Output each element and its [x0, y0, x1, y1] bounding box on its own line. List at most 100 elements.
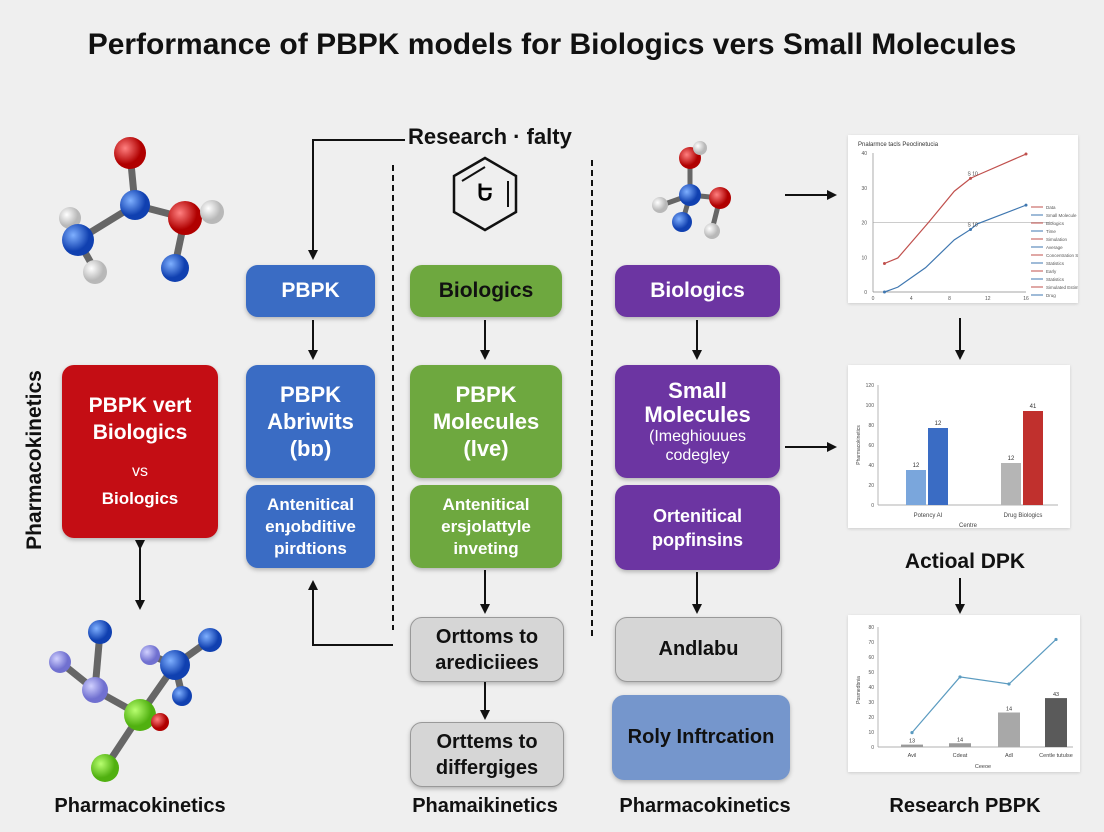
information-box[interactable]: Roly Inftrcation — [612, 695, 790, 780]
x-axis-label: Centre — [959, 523, 978, 528]
right-label: Actioal DPK — [904, 550, 1026, 573]
biologics-main-box[interactable]: PBPK Molecules (lve) — [410, 365, 562, 478]
page-title: Performance of PBPK models for Biologics… — [87, 28, 1017, 61]
bottom-label: Research PBPK — [889, 795, 1041, 817]
vertical-label: Pharmacokinetics — [23, 370, 46, 550]
biologics-header-box[interactable]: Biologics — [410, 265, 562, 317]
bar-value-label: 41 — [1030, 404, 1037, 410]
x-tick-label: 16 — [1023, 296, 1029, 302]
bar-chart: 0 20 40 60 80 100 120 12 12 Potency AI 12 41 Drug Bi… — [856, 383, 1058, 529]
analysis-box[interactable]: Andlabu — [615, 617, 782, 682]
y-tick-label: 30 — [868, 700, 874, 706]
y-tick-label: 20 — [868, 483, 874, 489]
bar — [1001, 463, 1021, 505]
y-tick-label: 40 — [868, 685, 874, 691]
biologics-sub-box[interactable]: Antenitical ersjolattyle inveting — [410, 485, 562, 568]
pbpk-header-box[interactable]: PBPK — [246, 265, 375, 317]
box-line: Abrіwits — [267, 409, 354, 434]
molecule-icon — [59, 137, 224, 284]
arrow — [308, 139, 405, 260]
series-line — [884, 153, 1027, 265]
pbpk-main-box[interactable]: PBPK Abrіwits (bɒ) — [246, 365, 375, 478]
x-tick-label: 8 — [948, 296, 951, 302]
bar-value-label: 12 — [913, 463, 920, 469]
small-molecules-box[interactable]: Small Molecules (Imeghiouues codegley — [615, 365, 780, 478]
molecule-icon — [652, 141, 731, 239]
bar — [928, 428, 948, 505]
biologics-header-box[interactable]: Biologics — [615, 265, 780, 317]
data-point — [1024, 152, 1028, 156]
molecule-icon — [49, 620, 222, 782]
data-point — [1024, 203, 1028, 207]
data-point — [1007, 682, 1011, 686]
box-label: Biologics — [438, 279, 534, 302]
y-tick-label: 10 — [868, 730, 874, 736]
outcomes-box[interactable]: Orttoms to arediciiees — [410, 617, 564, 682]
y-tick-label: 20 — [868, 715, 874, 721]
box-line: Orttems to — [436, 730, 538, 753]
y-tick-label: 70 — [868, 640, 874, 646]
bar — [1023, 411, 1043, 505]
legend-entry: Simulated Estimating — [1046, 285, 1078, 290]
bar — [998, 712, 1020, 747]
bottom-label: Pharmacokinetics — [619, 795, 791, 817]
y-axis-label: Posmedbnia — [856, 676, 862, 704]
legend-entry: Concentration Simulation — [1046, 253, 1078, 258]
box-label: Roly Inftrcation — [627, 726, 775, 748]
bottom-label: Phamaikinetics — [412, 795, 558, 817]
y-tick-label: 30 — [861, 186, 867, 192]
bar-value-label: 12 — [1008, 456, 1015, 462]
bar — [1045, 698, 1067, 747]
y-tick-label: 60 — [868, 655, 874, 661]
bar-value-label: 14 — [957, 737, 963, 743]
bar — [901, 744, 923, 747]
small-molecules-sub-box[interactable]: Ortenitical popfinsins — [615, 485, 780, 570]
x-tick-label: 4 — [910, 296, 913, 302]
box-line: differgiges — [435, 756, 539, 779]
box-line: Small — [668, 377, 727, 403]
data-point — [958, 675, 962, 679]
legend-entry: Time — [1046, 229, 1056, 234]
x-tick-label: Cdeat — [953, 753, 968, 759]
series-line — [884, 204, 1027, 293]
box-line: popfinsins — [652, 529, 743, 550]
box-line: vs — [132, 462, 148, 480]
y-tick-label: 50 — [868, 670, 874, 676]
combo-chart: 0 10 20 30 40 50 60 70 80 13 Avil 14 Cdeat 14 Adl 43 Cen… — [856, 625, 1073, 770]
box-line: (bɒ) — [289, 436, 332, 461]
bar — [906, 470, 926, 505]
y-tick-label: 80 — [868, 625, 874, 631]
box-line: codegley — [665, 446, 730, 464]
bar-value-label: 12 — [935, 421, 942, 427]
x-tick-label: Potency AI — [914, 513, 943, 519]
box-line: Antenitical — [442, 494, 530, 514]
x-tick-label: Centle tutulse — [1039, 753, 1073, 759]
research-label: Research · falty — [408, 124, 572, 149]
x-tick-label: 0 — [872, 296, 875, 302]
y-tick-label: 80 — [868, 423, 874, 429]
box-line: Biologics — [101, 488, 179, 508]
y-tick-label: 0 — [871, 503, 874, 509]
y-tick-label: 40 — [868, 463, 874, 469]
bar-value-label: 13 — [909, 739, 915, 745]
data-point — [882, 290, 886, 294]
pbpk-sub-box[interactable]: Antenitical enɟobditive pirdtions — [246, 485, 375, 568]
line-chart-panel: Pnalarmce tacls Peoclinetucia 0 10 20 30 40 0 4… — [848, 135, 1097, 303]
box-line: inveting — [453, 538, 519, 558]
x-tick-label: Avil — [908, 753, 917, 759]
box-line: (Imeghiouues — [649, 427, 746, 445]
pbpk-vs-biologics-box[interactable]: PBPK vert Biologics vs Biologics — [62, 365, 218, 538]
data-label: S 10 — [968, 222, 979, 228]
x-axis-label: Ceeoe — [975, 764, 991, 770]
combo-chart-panel: 0 10 20 30 40 50 60 70 80 13 Avil 14 Cdeat 14 Adl 43 Cen… — [848, 615, 1080, 772]
bar-value-label: 14 — [1006, 707, 1012, 713]
box-label: Andlabu — [658, 638, 739, 660]
box-line: pirdtions — [274, 538, 347, 558]
y-tick-label: 100 — [866, 403, 875, 409]
outcomes-box[interactable]: Orttems to differgiges — [410, 722, 564, 787]
box-line: ersjolattyle — [441, 516, 531, 536]
y-tick-label: 0 — [871, 745, 874, 751]
series-line — [911, 639, 1057, 733]
bar-value-label: 43 — [1053, 692, 1059, 698]
